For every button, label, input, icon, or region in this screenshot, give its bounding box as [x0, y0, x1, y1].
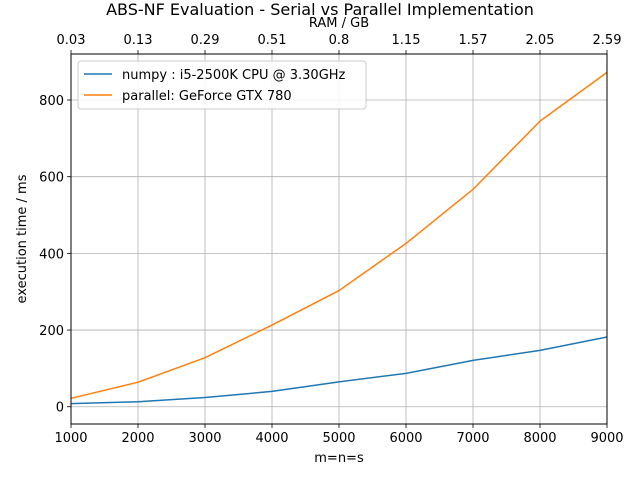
x-tick-label: 7000	[456, 431, 489, 446]
y-axis-title: execution time / ms	[15, 174, 30, 303]
legend-label-1: numpy : i5-2500K CPU @ 3.30GHz	[122, 68, 346, 83]
y-tick-label: 600	[39, 171, 64, 186]
x-tick-label: 6000	[389, 431, 422, 446]
secondary-x-tick-label: 2.05	[526, 33, 555, 48]
secondary-x-axis-title: RAM / GB	[309, 16, 369, 31]
secondary-x-tick-label: 0.13	[124, 33, 153, 48]
x-tick-label: 5000	[322, 431, 355, 446]
secondary-x-tick-label: 0.29	[191, 33, 220, 48]
ticks: 10000.0320000.1330000.2940000.5150000.86…	[39, 33, 623, 446]
y-tick-label: 200	[39, 324, 64, 339]
x-tick-label: 2000	[121, 431, 154, 446]
x-tick-label: 4000	[255, 431, 288, 446]
y-tick-label: 400	[39, 247, 64, 262]
y-tick-label: 800	[39, 94, 64, 109]
chart-title: ABS-NF Evaluation - Serial vs Parallel I…	[106, 0, 534, 19]
series-group	[70, 71, 608, 405]
secondary-x-tick-label: 1.57	[459, 33, 488, 48]
secondary-x-tick-label: 2.59	[593, 33, 622, 48]
legend-label-2: parallel: GeForce GTX 780	[122, 89, 292, 104]
legend: numpy : i5-2500K CPU @ 3.30GHz parallel: …	[77, 60, 367, 110]
x-tick-label: 3000	[188, 431, 221, 446]
x-tick-label: 9000	[590, 431, 623, 446]
x-tick-label: 8000	[523, 431, 556, 446]
x-tick-label: 1000	[54, 431, 87, 446]
x-axis-title: m=n=s	[314, 451, 364, 466]
secondary-x-tick-label: 0.51	[258, 33, 287, 48]
y-tick-label: 0	[56, 401, 64, 416]
secondary-x-tick-label: 0.03	[57, 33, 86, 48]
secondary-x-tick-label: 0.8	[329, 33, 350, 48]
legend-box	[77, 60, 367, 110]
secondary-x-tick-label: 1.15	[392, 33, 421, 48]
